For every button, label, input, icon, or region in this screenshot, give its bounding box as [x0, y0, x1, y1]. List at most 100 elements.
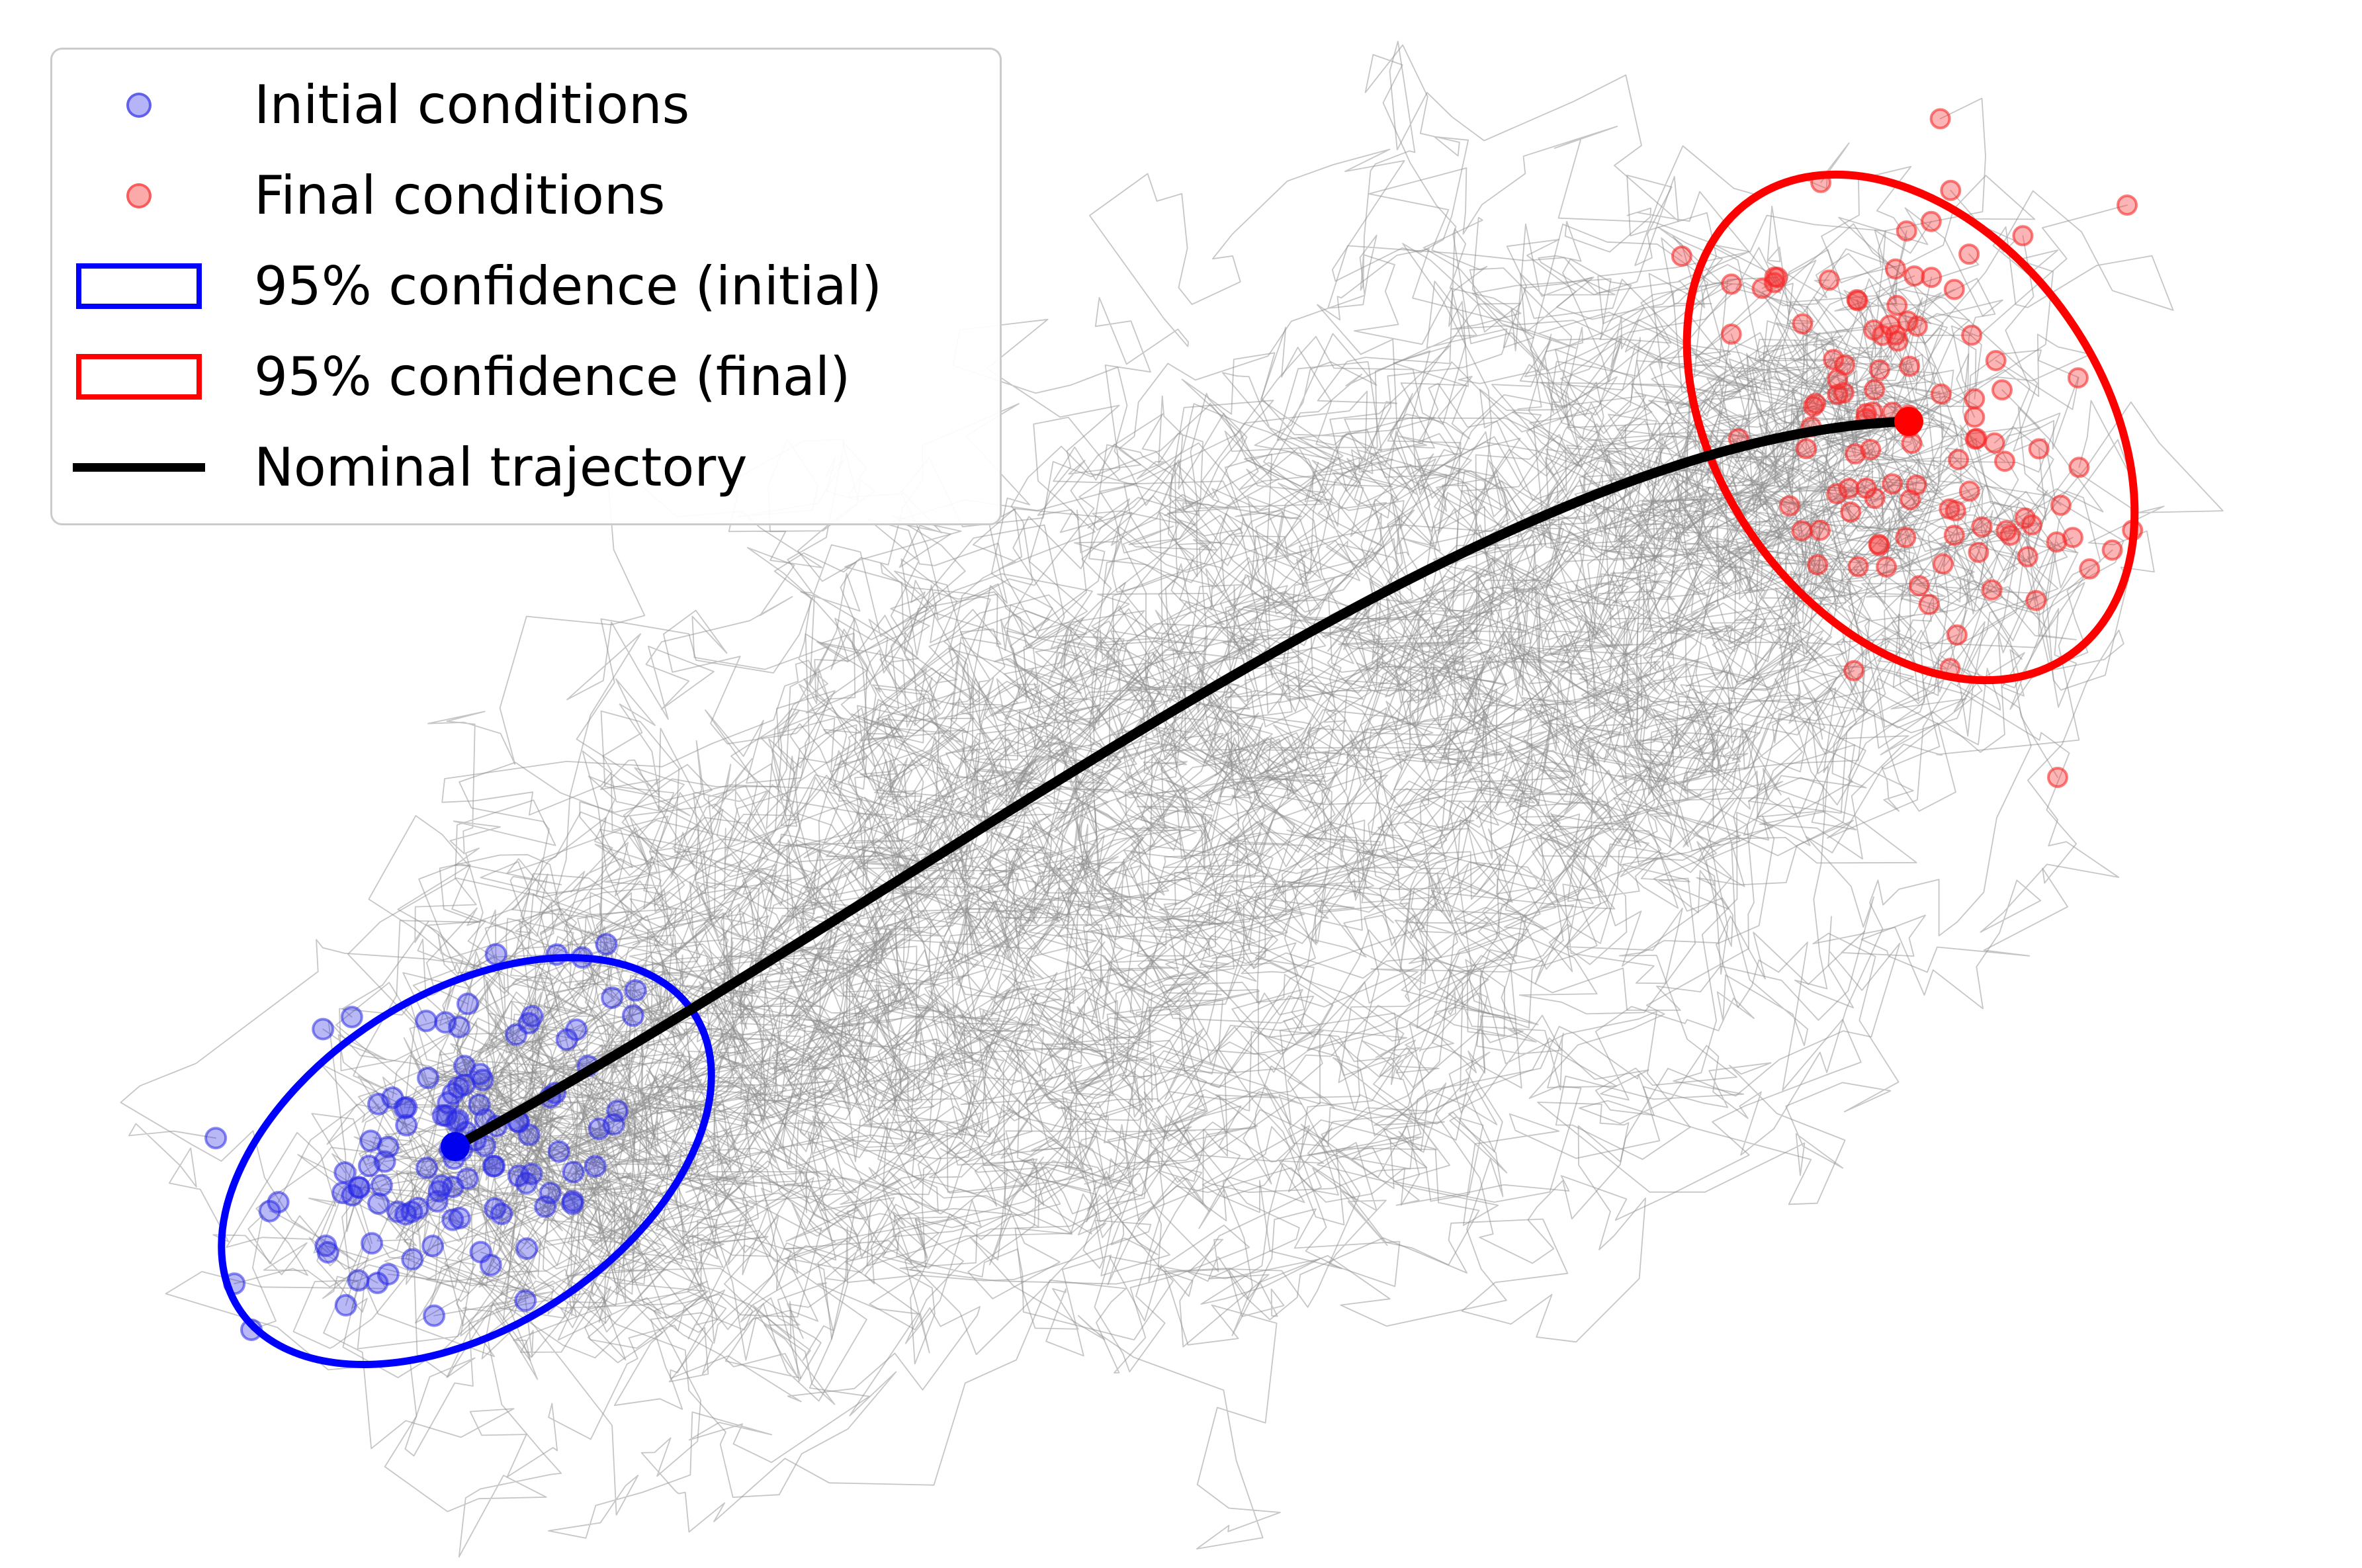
monte-carlo-trajectory: [503, 563, 2032, 1344]
initial-condition-point: [347, 1269, 370, 1292]
monte-carlo-trajectory: [335, 500, 2074, 1151]
nominal-trajectory-path: [450, 416, 1914, 1152]
final-condition-point: [2050, 494, 2072, 516]
final-condition-point: [1720, 324, 1742, 345]
final-condition-point: [1900, 489, 1921, 511]
final-condition-point: [1985, 350, 2007, 371]
initial-condition-point: [484, 943, 507, 966]
final-condition-point: [1968, 541, 1990, 563]
final-condition-point: [1845, 443, 1866, 464]
final-condition-point: [1792, 313, 1814, 335]
final-condition-point: [1932, 553, 1954, 575]
monte-carlo-trajectory: [341, 40, 1775, 1018]
monte-carlo-trajectory: [456, 426, 2124, 1405]
initial-condition-point: [393, 1096, 416, 1119]
legend-item-confidence-initial: 95% confidence (initial): [52, 241, 1000, 332]
final-condition-point: [1939, 498, 1960, 520]
monte-carlo-trajectory: [370, 501, 2054, 1280]
confidence-initial-rect-icon: [76, 263, 202, 310]
monte-carlo-trajectory: [497, 401, 2224, 1284]
final-condition-point: [2012, 225, 2034, 247]
initial-condition-point: [562, 1160, 585, 1184]
monte-carlo-trajectory: [474, 248, 2079, 1356]
final-condition-point: [2017, 546, 2038, 568]
initial-conditions-dot-icon: [126, 93, 152, 118]
legend: Initial conditions Final conditions 95% …: [50, 48, 1002, 525]
initial-condition-point: [395, 1113, 418, 1137]
initial-condition-point: [370, 1174, 393, 1197]
legend-label-confidence-initial: 95% confidence (initial): [254, 255, 883, 317]
monte-carlo-trajectory: [165, 389, 2040, 1558]
final-condition-point: [2028, 438, 2050, 460]
monte-carlo-trajectory: [405, 382, 1911, 1309]
final-condition-point: [1864, 379, 1886, 400]
legend-marker-cell: [52, 463, 226, 472]
monte-carlo-trajectory: [426, 535, 1955, 1266]
final-condition-point: [1868, 535, 1890, 556]
initial-condition-point: [601, 986, 624, 1009]
final-condition-point: [1901, 433, 1923, 455]
initial-condition-point: [547, 1140, 570, 1163]
monte-carlo-trajectory: [474, 385, 1978, 1166]
monte-carlo-trajectory: [482, 523, 2037, 1119]
final-condition-point: [1826, 483, 1848, 505]
final-condition-point: [1791, 520, 1813, 542]
monte-carlo-trajectory: [234, 288, 1977, 1402]
monte-carlo-trajectory: [404, 458, 2085, 1457]
initial-condition-point: [434, 1011, 457, 1034]
initial-condition-point: [520, 1162, 543, 1186]
initial-condition-point: [515, 1237, 539, 1260]
final-condition-point: [1984, 432, 2005, 454]
initial-condition-point: [555, 1028, 578, 1051]
initial-condition-point: [624, 979, 647, 1002]
monte-carlo-trajectory: [357, 334, 1973, 1362]
initial-condition-point: [359, 1129, 382, 1153]
final-condition-point: [1930, 383, 1952, 405]
monte-carlo-trajectory: [554, 142, 1850, 1403]
monte-carlo-trajectory: [541, 300, 2124, 1343]
initial-condition-point: [456, 1167, 479, 1190]
final-condition-point: [1918, 593, 1940, 615]
initial-condition-point: [561, 1190, 584, 1213]
monte-carlo-trajectory: [359, 340, 2001, 1298]
final-condition-point: [1885, 258, 1906, 280]
monte-carlo-trajectory: [405, 386, 1765, 1215]
final-condition-point: [1847, 556, 1869, 578]
confidence-ellipse-final: [1683, 170, 2139, 685]
final-condition-point: [1843, 660, 1865, 681]
monte-carlo-trajectory: [381, 376, 1900, 1196]
final-condition-point: [1860, 439, 1882, 460]
initial-condition-point: [447, 1109, 470, 1131]
monte-carlo-trajectory: [464, 448, 2079, 1235]
nominal-start-point: [441, 1132, 470, 1161]
final-condition-point: [1855, 477, 1877, 499]
monte-carlo-trajectory: [540, 478, 1790, 1102]
legend-marker-cell: [52, 183, 226, 209]
final-condition-point: [2067, 367, 2089, 389]
final-condition-point: [1948, 449, 1970, 470]
monte-carlo-trajectory: [486, 367, 1867, 1262]
initial-condition-point: [595, 933, 618, 956]
legend-item-nominal-trajectory: Nominal trajectory: [52, 422, 1000, 513]
legend-label-initial-conditions: Initial conditions: [254, 74, 690, 136]
final-condition-point: [1764, 266, 1786, 288]
initial-condition-point: [484, 1197, 507, 1220]
final-condition-point: [1946, 624, 1968, 646]
initial-condition-point: [483, 1154, 506, 1178]
initial-condition-point: [204, 1127, 228, 1150]
monte-carlo-trajectory: [490, 535, 2011, 1295]
monte-carlo-trajectory: [436, 237, 1712, 1202]
final-condition-point: [1896, 220, 1917, 242]
final-condition-point: [1833, 382, 1855, 404]
final-condition-point: [1847, 290, 1868, 312]
final-condition-point: [1778, 495, 1800, 517]
initial-condition-point: [314, 1235, 337, 1257]
final-condition-point: [1966, 427, 1988, 449]
final-condition-point: [1879, 314, 1901, 336]
nominal-end-point: [1894, 407, 1923, 436]
initial-condition-point: [505, 1023, 528, 1046]
final-condition-point: [1886, 294, 1908, 316]
monte-carlo-trajectory: [494, 275, 1936, 1281]
monte-carlo-trajectories-layer: [120, 40, 2224, 1558]
